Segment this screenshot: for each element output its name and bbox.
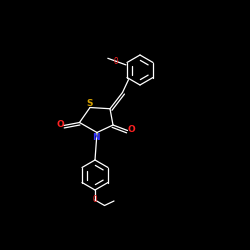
Text: O: O	[127, 125, 135, 134]
Text: O: O	[93, 196, 97, 204]
Text: O: O	[57, 120, 64, 129]
Text: N: N	[92, 132, 100, 141]
Text: O: O	[114, 57, 118, 66]
Text: S: S	[87, 98, 93, 108]
